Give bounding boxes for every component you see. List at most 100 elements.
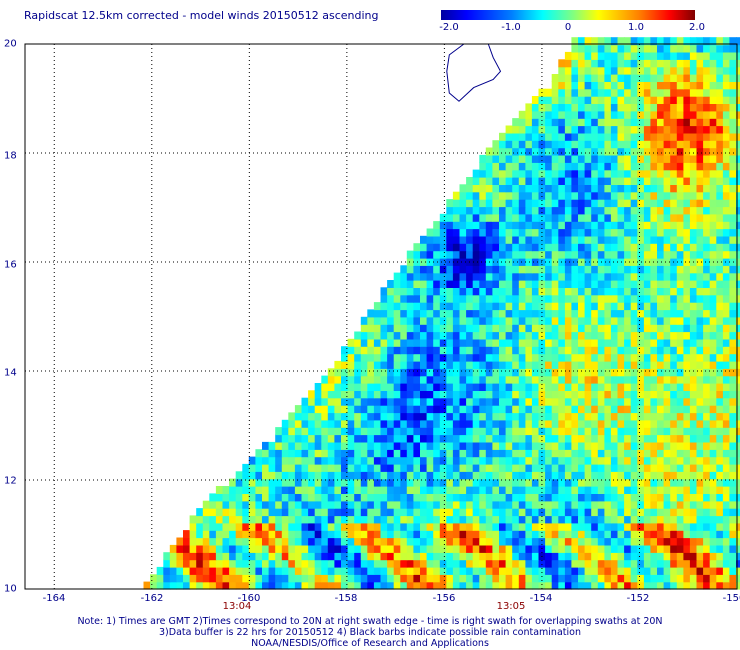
data-cell bbox=[578, 44, 586, 53]
data-cell bbox=[387, 463, 395, 472]
data-cell bbox=[387, 471, 395, 480]
data-cell bbox=[663, 132, 671, 141]
data-cell bbox=[354, 508, 362, 517]
data-cell bbox=[452, 250, 461, 259]
data-cell bbox=[367, 449, 375, 458]
data-cell bbox=[209, 559, 217, 568]
data-cell bbox=[545, 434, 553, 443]
data-cell bbox=[360, 559, 368, 568]
data-cell bbox=[703, 559, 711, 568]
data-cell bbox=[367, 353, 375, 362]
data-cell bbox=[492, 405, 500, 414]
data-cell bbox=[288, 544, 296, 553]
data-cell bbox=[420, 471, 428, 480]
data-cell bbox=[380, 368, 388, 377]
data-cell bbox=[334, 456, 342, 465]
data-cell bbox=[630, 184, 638, 193]
data-cell bbox=[380, 566, 388, 575]
data-cell bbox=[657, 353, 665, 362]
data-cell bbox=[676, 154, 684, 163]
data-cell bbox=[268, 581, 276, 590]
data-cell bbox=[202, 530, 210, 539]
data-cell bbox=[446, 537, 454, 546]
data-cell bbox=[505, 375, 513, 384]
data-cell bbox=[314, 434, 322, 443]
data-cell bbox=[518, 405, 526, 414]
data-cell bbox=[525, 390, 533, 399]
data-cell bbox=[564, 581, 573, 590]
data-cell bbox=[624, 405, 632, 414]
data-cell bbox=[426, 530, 434, 539]
data-cell bbox=[525, 331, 533, 340]
data-cell bbox=[439, 566, 447, 575]
data-cell bbox=[413, 412, 421, 421]
data-cell bbox=[736, 243, 740, 252]
data-cell bbox=[696, 81, 704, 90]
data-cell bbox=[578, 566, 586, 575]
data-cell bbox=[518, 390, 526, 399]
data-cell bbox=[452, 338, 461, 347]
data-cell bbox=[722, 154, 731, 163]
data-cell bbox=[571, 405, 579, 414]
data-cell bbox=[657, 544, 665, 553]
data-cell bbox=[492, 441, 500, 450]
data-cell bbox=[406, 397, 414, 406]
data-cell bbox=[689, 287, 698, 296]
data-cell bbox=[367, 434, 375, 443]
data-cell bbox=[709, 199, 717, 208]
data-cell bbox=[538, 390, 546, 399]
data-cell bbox=[564, 449, 573, 458]
data-cell bbox=[571, 125, 579, 134]
data-cell bbox=[518, 324, 526, 333]
data-cell bbox=[597, 412, 605, 421]
data-cell bbox=[663, 500, 671, 509]
data-cell bbox=[341, 449, 349, 458]
data-cell bbox=[637, 456, 645, 465]
data-cell bbox=[610, 96, 619, 104]
data-cell bbox=[426, 243, 434, 252]
data-cell bbox=[676, 257, 684, 266]
data-cell bbox=[564, 257, 573, 266]
data-cell bbox=[518, 478, 526, 487]
data-cell bbox=[433, 324, 441, 333]
data-cell bbox=[676, 530, 684, 539]
data-cell bbox=[696, 581, 704, 590]
data-cell bbox=[294, 537, 303, 546]
data-cell bbox=[578, 66, 586, 75]
data-cell bbox=[327, 574, 335, 583]
data-cell bbox=[215, 530, 224, 539]
data-cell bbox=[248, 559, 256, 568]
data-cell bbox=[683, 383, 691, 391]
data-cell bbox=[637, 81, 645, 90]
data-cell bbox=[301, 522, 309, 531]
data-cell bbox=[373, 419, 382, 428]
data-cell bbox=[624, 530, 632, 539]
data-cell bbox=[551, 88, 559, 97]
data-cell bbox=[512, 346, 520, 355]
data-cell bbox=[604, 243, 612, 252]
data-cell bbox=[163, 574, 171, 583]
data-cell bbox=[321, 397, 329, 406]
data-cell bbox=[472, 280, 480, 288]
data-cell bbox=[308, 478, 316, 487]
data-cell bbox=[657, 96, 665, 104]
data-cell bbox=[452, 280, 461, 288]
data-cell bbox=[466, 250, 474, 259]
data-cell bbox=[630, 66, 638, 75]
data-cell bbox=[624, 449, 632, 458]
data-cell bbox=[288, 449, 296, 458]
data-cell bbox=[452, 265, 461, 274]
data-cell bbox=[499, 221, 507, 230]
data-cell bbox=[420, 324, 428, 333]
data-cell bbox=[578, 103, 586, 112]
data-cell bbox=[301, 456, 309, 465]
data-cell bbox=[321, 456, 329, 465]
data-cell bbox=[459, 257, 467, 266]
data-cell bbox=[215, 537, 224, 546]
data-cell bbox=[703, 456, 711, 465]
data-cell bbox=[670, 530, 678, 539]
data-cell bbox=[439, 544, 447, 553]
data-cell bbox=[610, 177, 619, 185]
data-cell bbox=[321, 566, 329, 575]
data-cell bbox=[446, 360, 454, 369]
